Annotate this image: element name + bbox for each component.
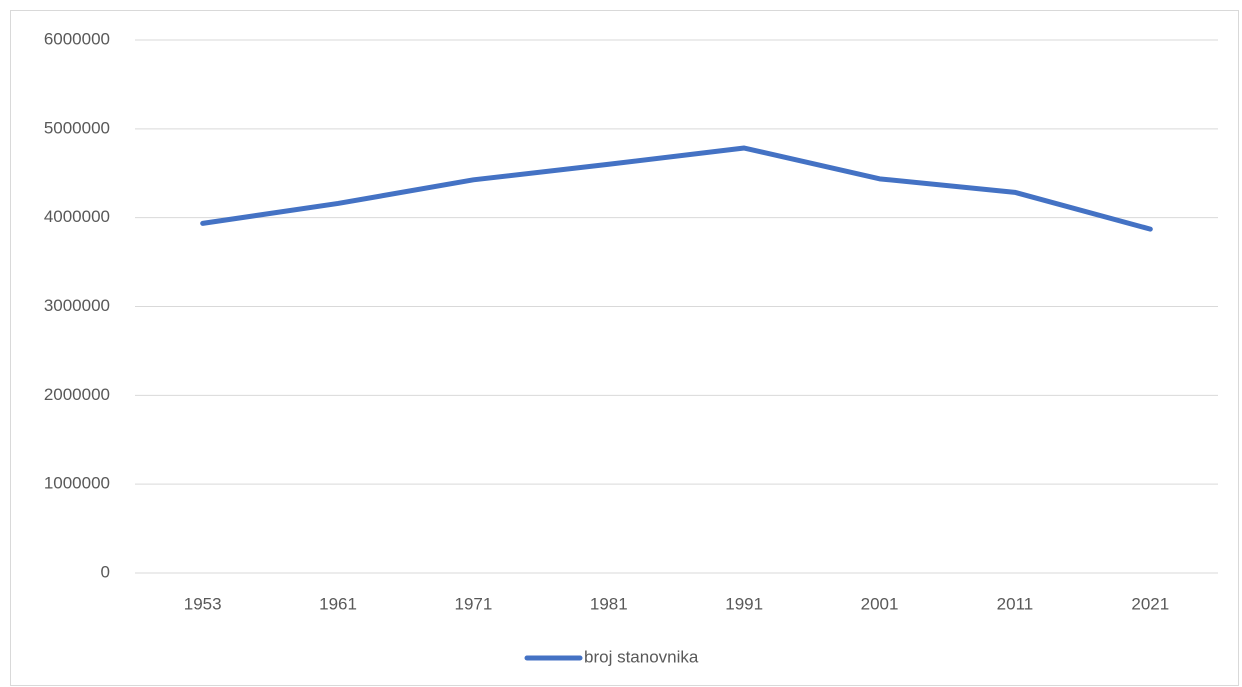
chart-border bbox=[10, 10, 1239, 686]
x-tick-label: 1953 bbox=[184, 594, 222, 613]
x-tick-label: 1961 bbox=[319, 594, 357, 613]
x-tick-label: 2021 bbox=[1131, 594, 1169, 613]
x-tick-label: 1981 bbox=[590, 594, 628, 613]
legend-label: broj stanovnika bbox=[584, 647, 699, 666]
x-tick-label: 2011 bbox=[997, 594, 1034, 613]
y-tick-label: 1000000 bbox=[44, 474, 110, 493]
y-tick-label: 4000000 bbox=[44, 207, 110, 226]
y-tick-label: 5000000 bbox=[44, 118, 110, 137]
x-tick-label: 1991 bbox=[725, 594, 763, 613]
y-tick-label: 3000000 bbox=[44, 296, 110, 315]
y-tick-label: 6000000 bbox=[44, 29, 110, 48]
series-line bbox=[200, 145, 1153, 232]
y-tick-label: 0 bbox=[101, 562, 110, 581]
x-tick-label: 2001 bbox=[861, 594, 899, 613]
x-tick-label: 1971 bbox=[455, 594, 493, 613]
y-tick-label: 2000000 bbox=[44, 385, 110, 404]
